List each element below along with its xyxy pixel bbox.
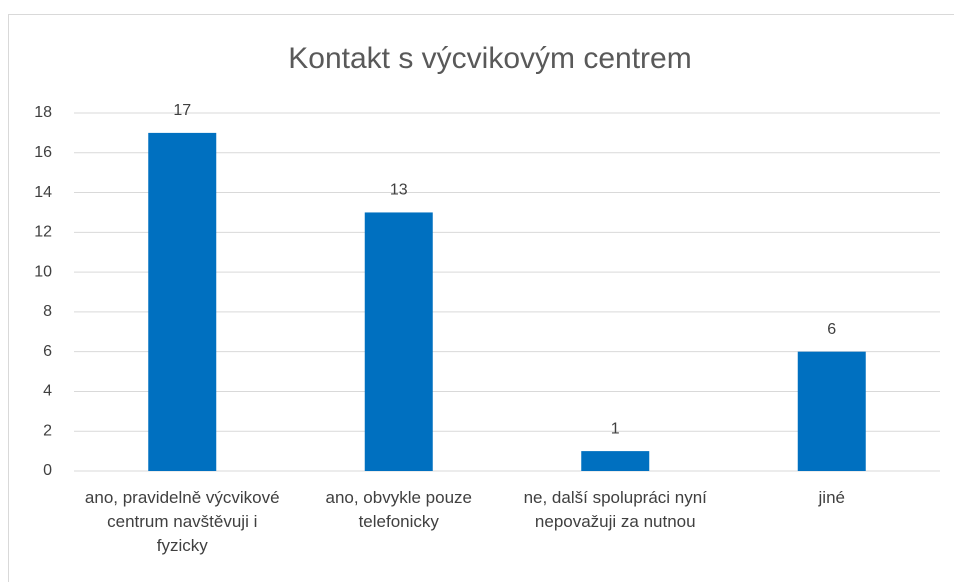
y-tick-label: 12 bbox=[34, 224, 52, 241]
y-tick-label: 2 bbox=[43, 422, 52, 439]
data-label: 1 bbox=[611, 420, 620, 437]
y-tick-label: 6 bbox=[43, 343, 52, 360]
y-tick-label: 0 bbox=[43, 462, 52, 479]
data-label: 6 bbox=[827, 321, 836, 338]
bar bbox=[581, 451, 650, 471]
bar bbox=[364, 212, 433, 471]
x-tick-label: jiné bbox=[818, 488, 845, 507]
bar bbox=[797, 351, 866, 471]
y-tick-label: 10 bbox=[34, 263, 52, 280]
y-tick-label: 14 bbox=[34, 184, 52, 201]
x-tick-label: ne, další spolupráci nyní nepovažuji za … bbox=[523, 488, 707, 531]
bar bbox=[148, 132, 217, 471]
x-tick-label: ano, obvykle pouze telefonicky bbox=[325, 488, 473, 531]
y-tick-label: 18 bbox=[34, 104, 52, 121]
y-tick-label: 4 bbox=[43, 383, 52, 400]
data-label: 17 bbox=[173, 102, 191, 119]
y-tick-label: 8 bbox=[43, 303, 52, 320]
data-label: 13 bbox=[390, 182, 408, 199]
y-tick-label: 16 bbox=[34, 144, 52, 161]
chart-title: Kontakt s výcvikovým centrem bbox=[288, 42, 691, 75]
x-tick-label: ano, pravidelně výcvikové centrum navště… bbox=[84, 488, 280, 555]
